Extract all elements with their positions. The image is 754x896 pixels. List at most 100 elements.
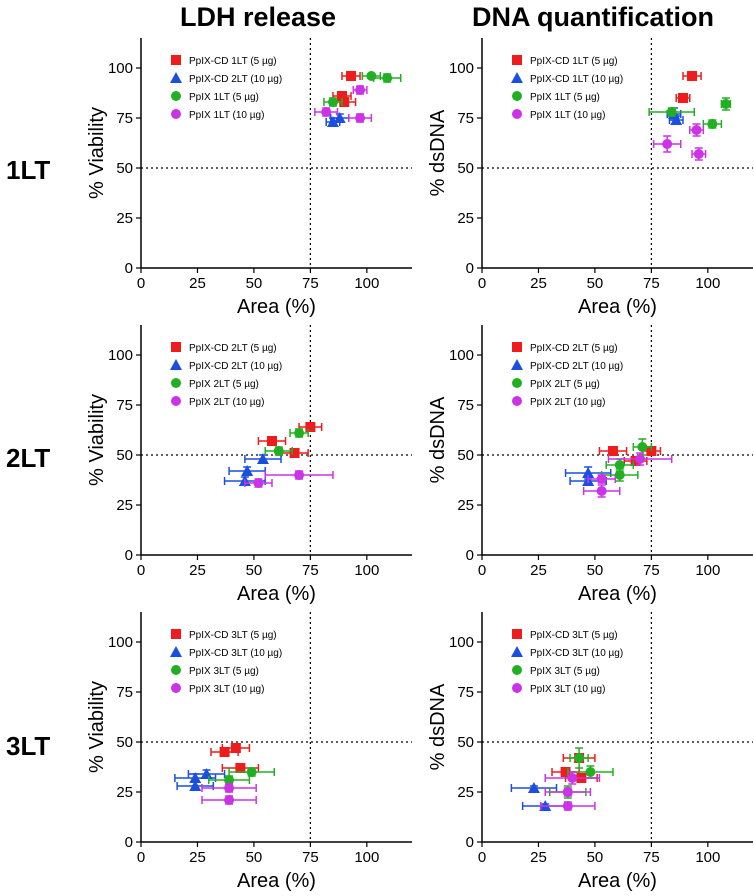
legend-label: PpIX-CD 3LT (5 µg)	[189, 630, 277, 641]
chart-panel-1lt-ldh: 0 25 50 75 100 0 25 50 75 100 Area (%) % Viability P…	[86, 38, 412, 318]
legend-marker	[512, 378, 522, 388]
data-point	[662, 139, 673, 149]
data-point	[582, 467, 595, 478]
data-point	[614, 460, 625, 470]
y-tick-label: 50	[116, 447, 133, 464]
x-tick-label: 75	[643, 275, 660, 292]
data-point	[256, 453, 269, 464]
x-tick-label: 75	[302, 849, 319, 866]
legend-label: PpIX 1LT (10 µg)	[530, 110, 605, 121]
legend-marker	[512, 109, 522, 119]
x-tick-label: 100	[354, 275, 379, 292]
column-title-dna: DNA quantification	[472, 2, 714, 32]
data-point	[189, 772, 202, 783]
y-tick-label: 0	[466, 260, 474, 277]
panels: 0 25 50 75 100 0 25 50 75 100 Area (%) % Viability P…	[86, 38, 753, 892]
data-point	[355, 113, 366, 123]
y-axis-title: % Viability	[86, 394, 108, 486]
data-point	[670, 114, 683, 125]
y-tick-label: 0	[125, 834, 133, 851]
y-tick-label: 50	[116, 160, 133, 177]
data-point	[677, 93, 688, 103]
legend-marker	[512, 396, 522, 406]
x-tick-label: 0	[478, 275, 486, 292]
legend-label: PpIX 2LT (10 µg)	[530, 397, 605, 408]
x-axis-title: Area (%)	[578, 583, 657, 605]
data-point	[266, 436, 277, 446]
legend-marker	[512, 665, 522, 675]
x-tick-label: 25	[530, 275, 547, 292]
data-point	[305, 422, 316, 432]
data-point	[562, 801, 573, 811]
data-point	[235, 763, 246, 773]
data-point	[596, 486, 607, 496]
row-label-2lt: 2LT	[6, 443, 50, 473]
x-axis-title: Area (%)	[237, 870, 316, 892]
legend-label: PpIX-CD 1LT (10 µg)	[530, 74, 623, 85]
legend-label: PpIX 3LT (5 µg)	[189, 666, 259, 677]
y-axis-title: % Viability	[86, 107, 108, 199]
legend-marker	[170, 72, 182, 83]
x-tick-label: 100	[695, 275, 720, 292]
y-tick-label: 25	[457, 497, 474, 514]
x-tick-label: 0	[137, 275, 145, 292]
legend-marker	[171, 629, 181, 639]
y-tick-label: 100	[108, 634, 133, 651]
y-tick-label: 75	[457, 397, 474, 414]
legend-label: PpIX 1LT (5 µg)	[189, 92, 259, 103]
data-point	[327, 97, 338, 107]
legend-label: PpIX-CD 2LT (10 µg)	[530, 361, 623, 372]
column-title-ldh: LDH release	[180, 2, 336, 32]
chart-panel-3lt-dna: 0 25 50 75 100 0 25 50 75 100 Area (%) % dsDNA PpIX-…	[427, 612, 753, 892]
y-tick-label: 50	[457, 734, 474, 751]
legend-marker	[171, 109, 181, 119]
data-point	[574, 753, 585, 763]
data-point	[560, 767, 571, 777]
x-tick-label: 50	[587, 849, 604, 866]
x-tick-label: 75	[302, 275, 319, 292]
legend-label: PpIX 3LT (10 µg)	[189, 684, 264, 695]
y-tick-label: 25	[116, 784, 133, 801]
x-axis-title: Area (%)	[578, 870, 657, 892]
y-tick-label: 75	[116, 397, 133, 414]
legend-label: PpIX 2LT (10 µg)	[189, 397, 264, 408]
data-point	[321, 107, 332, 117]
data-point	[224, 775, 235, 785]
data-point	[527, 782, 540, 793]
x-tick-label: 75	[643, 849, 660, 866]
data-point	[720, 99, 731, 109]
data-point	[289, 448, 300, 458]
data-point	[294, 428, 305, 438]
data-point	[339, 97, 350, 107]
y-tick-label: 75	[116, 684, 133, 701]
legend-label: PpIX-CD 1LT (5 µg)	[189, 56, 277, 67]
y-tick-label: 50	[116, 734, 133, 751]
y-tick-label: 0	[125, 547, 133, 564]
legend-marker	[512, 342, 522, 352]
y-tick-label: 50	[457, 447, 474, 464]
data-point	[294, 470, 305, 480]
legend-marker	[512, 55, 522, 65]
x-tick-label: 100	[695, 849, 720, 866]
x-tick-label: 25	[530, 849, 547, 866]
x-tick-label: 25	[189, 849, 206, 866]
x-tick-label: 50	[246, 849, 263, 866]
row-label-1lt: 1LT	[6, 155, 50, 185]
x-tick-label: 50	[587, 562, 604, 579]
y-tick-label: 25	[116, 210, 133, 227]
data-point	[596, 474, 607, 484]
x-tick-label: 100	[354, 562, 379, 579]
x-tick-label: 0	[478, 849, 486, 866]
legend-marker	[511, 359, 523, 370]
legend-label: PpIX-CD 3LT (10 µg)	[189, 648, 282, 659]
y-tick-label: 25	[457, 784, 474, 801]
y-tick-label: 100	[108, 60, 133, 77]
data-point	[382, 73, 393, 83]
data-point	[567, 773, 578, 783]
data-point	[241, 465, 254, 476]
data-point	[355, 85, 366, 95]
legend-label: PpIX 2LT (5 µg)	[530, 379, 600, 390]
chart-panel-3lt-ldh: 0 25 50 75 100 0 25 50 75 100 Area (%) % Viability P…	[86, 612, 412, 892]
data-point	[224, 795, 235, 805]
